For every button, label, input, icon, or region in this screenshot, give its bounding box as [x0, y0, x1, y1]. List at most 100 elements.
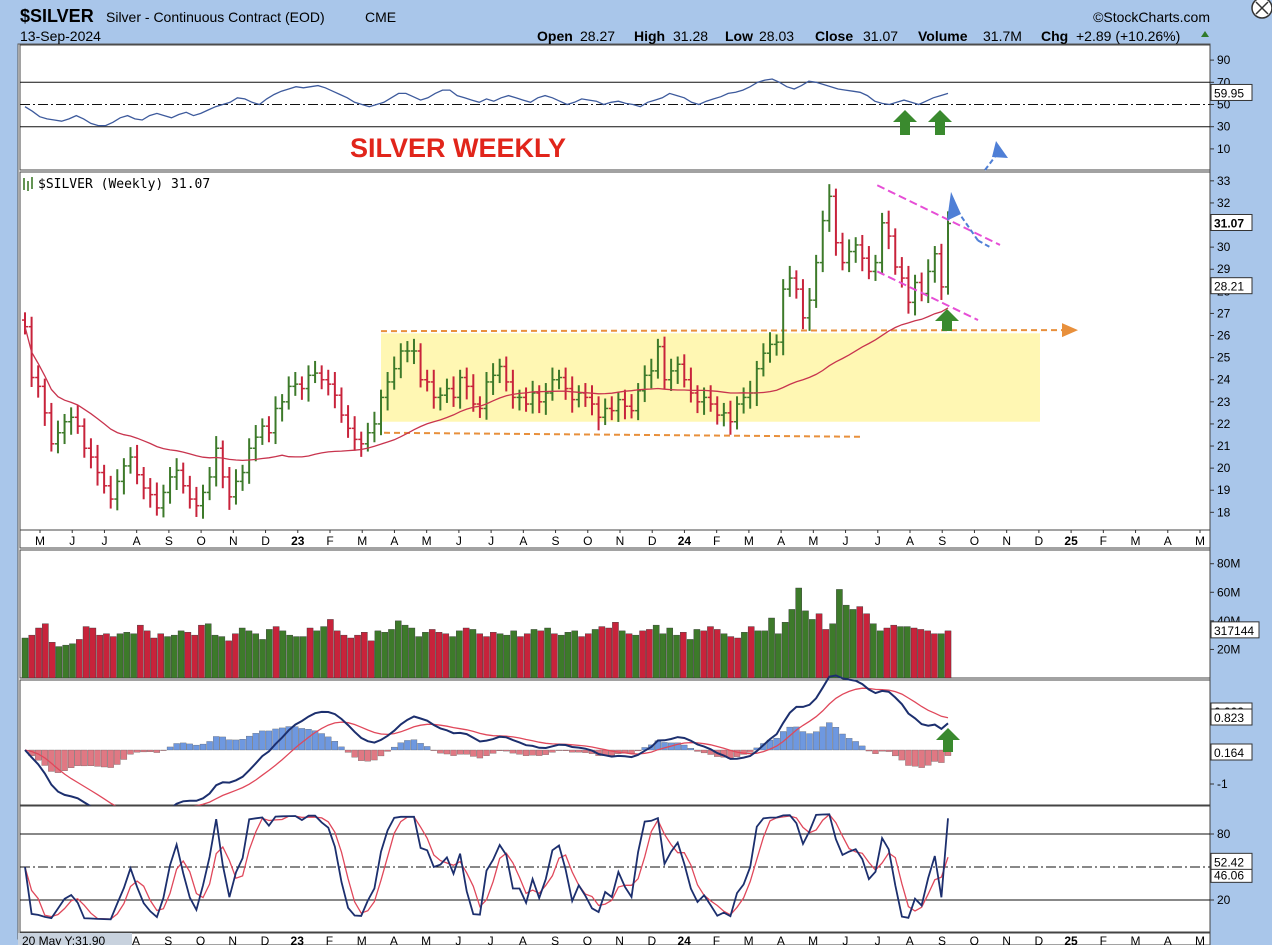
macd-histogram-bar	[417, 743, 424, 751]
rsi-line	[24, 78, 949, 127]
macd-histogram-bar	[351, 749, 358, 758]
volume-bar	[42, 623, 49, 679]
macd-histogram-bar	[232, 739, 240, 751]
volume-bar	[374, 630, 382, 679]
chg-label: Chg	[1041, 28, 1068, 44]
macd-histogram-bar	[226, 739, 233, 751]
volume-bar	[564, 632, 572, 679]
volume-bar	[279, 630, 287, 679]
low-value: 28.03	[759, 28, 794, 44]
close-value: 31.07	[863, 28, 898, 44]
rsi-frame	[19, 44, 1211, 171]
x-axis-label: A	[390, 534, 398, 548]
macd-histogram-bar	[68, 749, 75, 768]
volume-bar	[96, 634, 103, 679]
x-axis-label: D	[648, 534, 657, 548]
macd-hist-value: 0.164	[1214, 746, 1244, 760]
stoch-overlap-value: 46.06	[1214, 868, 1244, 882]
price-tick-label: 21	[1217, 439, 1231, 453]
volume-bar	[218, 636, 226, 679]
macd-histogram-bar	[133, 749, 141, 753]
volume-bar	[191, 634, 198, 679]
volume-bar	[829, 623, 836, 679]
channel-upper	[876, 184, 1001, 246]
x-axis-label: N	[616, 534, 625, 548]
macd-histogram-bar	[496, 749, 503, 751]
macd-histogram-bar	[865, 749, 873, 752]
volume-bar	[313, 630, 321, 679]
volume-bar	[300, 636, 307, 679]
volume-bar	[802, 610, 809, 679]
x-axis-label: M	[357, 534, 367, 548]
macd-histogram-bar	[806, 733, 813, 751]
macd-histogram-bar	[925, 749, 932, 766]
volume-bar	[863, 613, 870, 679]
x-axis-label: J	[101, 534, 107, 548]
macd-histogram-bar	[311, 730, 319, 751]
exchange: CME	[365, 9, 396, 25]
channel-lower	[876, 270, 979, 321]
macd-histogram-bar	[443, 749, 451, 755]
macd-histogram-bar	[219, 736, 226, 751]
volume-bar	[612, 622, 619, 679]
volume-bar	[69, 643, 76, 679]
macd-histogram-bar	[529, 749, 536, 756]
macd-histogram-bar	[483, 749, 490, 756]
macd-histogram-bar	[931, 749, 938, 762]
x-axis-bottom-label: A	[132, 934, 140, 945]
x-axis-label: A	[906, 534, 914, 548]
volume-bar	[924, 630, 931, 679]
macd-histogram-bar	[845, 738, 853, 751]
volume-bar	[686, 639, 694, 679]
x-axis-label: J	[488, 534, 494, 548]
volume-bar	[713, 629, 721, 679]
volume-bar	[700, 630, 707, 679]
macd-histogram-bar	[575, 749, 582, 753]
open-label: Open	[537, 28, 573, 44]
low-label: Low	[725, 28, 753, 44]
volume-bar	[605, 627, 612, 679]
volume-bar	[490, 632, 497, 679]
stoch-last-value: 52.42	[1214, 855, 1244, 869]
projection-arrow-link	[977, 239, 991, 249]
macd-histogram-bar	[252, 733, 259, 751]
x-axis-label: 24	[678, 534, 692, 548]
volume-bar	[238, 627, 246, 679]
x-axis-middle: M J J A S O N D 23 F M A M J J A S O N D 24 F M A M J J A S O N D 25 F M A M	[19, 529, 1211, 549]
volume-bar	[639, 630, 646, 679]
macd-histogram-bar	[793, 726, 800, 751]
macd-histogram-bar	[470, 749, 477, 757]
volume-bar	[870, 623, 877, 679]
price-panel: 1819202122232425262728293031323331.0728.…	[19, 171, 1253, 531]
macd-histogram-bar	[424, 746, 431, 751]
macd-histogram-bar	[325, 736, 332, 751]
macd-histogram-bar	[285, 726, 292, 751]
volume-bar	[876, 630, 884, 679]
volume-bar	[747, 626, 755, 679]
volume-bar	[266, 629, 273, 679]
macd-histogram-bar	[81, 749, 88, 767]
macd-histogram-bar	[358, 749, 365, 761]
volume-bar	[109, 636, 117, 679]
close-icon[interactable]	[1251, 0, 1272, 19]
macd-histogram-bar	[437, 749, 444, 754]
rsi-tick-label: 90	[1217, 53, 1231, 67]
resistance-line	[381, 329, 1063, 333]
macd-histogram-bar	[812, 731, 820, 751]
volume-bar	[917, 629, 925, 679]
price-last-value: 31.07	[1214, 216, 1244, 230]
volume-bar	[28, 634, 36, 679]
volume-bar	[822, 629, 830, 679]
x-axis-label: D	[261, 534, 270, 548]
x-axis-label: N	[1002, 534, 1011, 548]
volume-tick-label: 60M	[1217, 585, 1240, 599]
rsi-last-value-box	[1210, 83, 1253, 101]
x-axis-bottom: A S O N D 23 F M A M J J A S O N D 24 F M A M J J A S O N D 25 F M A M	[19, 932, 1211, 945]
x-axis-bottom-label: F	[1100, 934, 1107, 945]
volume-bar	[775, 633, 782, 679]
volume-bar	[89, 627, 97, 679]
macd-histogram-bar	[456, 749, 464, 755]
x-axis-label: O	[583, 534, 592, 548]
